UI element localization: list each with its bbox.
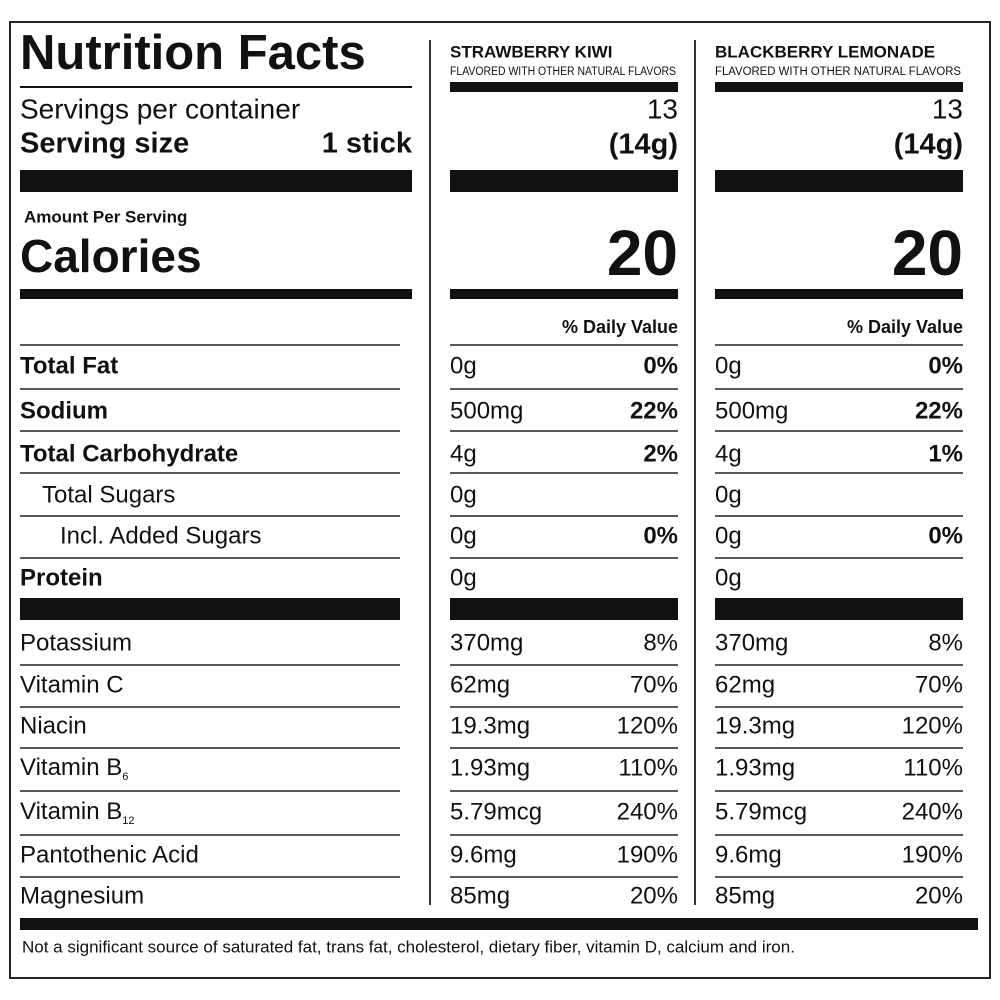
thick-bar xyxy=(715,598,963,620)
daily-value: 22% xyxy=(630,397,678,424)
serving-size: (14g) xyxy=(609,129,678,161)
medium-bar xyxy=(20,289,412,299)
amount: 0g xyxy=(450,522,477,549)
medium-bar xyxy=(715,289,963,299)
nutrient-label: Total Sugars xyxy=(42,481,175,508)
label-text: Vitamin B xyxy=(20,798,122,825)
daily-value: 20% xyxy=(915,882,963,909)
daily-value: 190% xyxy=(902,841,963,868)
daily-value: 0% xyxy=(643,522,678,549)
nutrient-label: Magnesium xyxy=(20,882,144,909)
product-subtitle: FLAVORED WITH OTHER NATURAL FLAVORS xyxy=(450,66,676,78)
amount: 85mg xyxy=(715,882,775,909)
daily-value: 110% xyxy=(618,754,678,781)
calories: 20 xyxy=(892,217,963,289)
thick-bar xyxy=(715,170,963,192)
product-name: BLACKBERRY LEMONADE xyxy=(715,42,935,61)
thick-bar xyxy=(20,918,978,930)
nutrient-label: Sodium xyxy=(20,397,108,424)
amount: 1.93mg xyxy=(450,754,530,781)
serving-size: (14g) xyxy=(894,129,963,161)
amount-per-serving: Amount Per Serving xyxy=(24,207,187,226)
medium-bar xyxy=(450,289,678,299)
nutrient-label: Vitamin B6 xyxy=(20,754,128,783)
nutrient-label: Protein xyxy=(20,564,103,591)
amount: 0g xyxy=(715,522,742,549)
nutrient-label: Niacin xyxy=(20,712,87,739)
amount: 9.6mg xyxy=(450,841,517,868)
daily-value-header: % Daily Value xyxy=(847,317,963,337)
daily-value: 240% xyxy=(902,798,963,825)
daily-value: 1% xyxy=(928,440,963,467)
amount: 62mg xyxy=(450,671,510,698)
servings-label: Servings per container xyxy=(20,93,300,124)
calories-label: Calories xyxy=(20,230,202,282)
daily-value: 8% xyxy=(928,629,963,656)
nutrient-label: Incl. Added Sugars xyxy=(60,522,261,549)
daily-value: 0% xyxy=(643,352,678,379)
serving-size-label: Serving size xyxy=(20,128,189,160)
thick-bar xyxy=(450,598,678,620)
daily-value: 0% xyxy=(928,352,963,379)
product-name: STRAWBERRY KIWI xyxy=(450,42,612,61)
amount: 1.93mg xyxy=(715,754,795,781)
amount: 5.79mcg xyxy=(450,798,542,825)
amount: 500mg xyxy=(450,397,523,424)
daily-value: 110% xyxy=(903,754,963,781)
amount: 0g xyxy=(715,352,742,379)
subscript: 6 xyxy=(122,771,128,783)
label-text: Vitamin B xyxy=(20,754,122,781)
daily-value: 8% xyxy=(643,629,678,656)
daily-value: 120% xyxy=(617,712,678,739)
calories: 20 xyxy=(607,217,678,289)
nutrient-label: Total Fat xyxy=(20,352,118,379)
amount: 4g xyxy=(450,440,477,467)
amount: 0g xyxy=(450,481,477,508)
daily-value: 0% xyxy=(928,522,963,549)
daily-value: 70% xyxy=(630,671,678,698)
amount: 370mg xyxy=(450,629,523,656)
servings: 13 xyxy=(932,93,963,124)
amount: 9.6mg xyxy=(715,841,782,868)
title: Nutrition Facts xyxy=(20,26,366,80)
daily-value: 2% xyxy=(643,440,678,467)
nutrient-label: Vitamin B12 xyxy=(20,798,135,827)
thick-bar xyxy=(20,170,412,192)
thick-bar xyxy=(450,170,678,192)
daily-value: 190% xyxy=(617,841,678,868)
daily-value-header: % Daily Value xyxy=(562,317,678,337)
serving-size-value: 1 stick xyxy=(322,128,413,160)
footnote: Not a significant source of saturated fa… xyxy=(22,937,795,956)
amount: 5.79mcg xyxy=(715,798,807,825)
amount: 0g xyxy=(450,564,477,591)
daily-value: 240% xyxy=(617,798,678,825)
bar xyxy=(450,82,678,92)
amount: 85mg xyxy=(450,882,510,909)
bar xyxy=(715,82,963,92)
thick-bar xyxy=(20,598,400,620)
amount: 0g xyxy=(450,352,477,379)
amount: 370mg xyxy=(715,629,788,656)
nutrient-label: Total Carbohydrate xyxy=(20,440,238,467)
subscript: 12 xyxy=(122,815,134,827)
daily-value: 120% xyxy=(902,712,963,739)
amount: 0g xyxy=(715,481,742,508)
nutrient-label: Vitamin C xyxy=(20,671,124,698)
daily-value: 70% xyxy=(915,671,963,698)
amount: 0g xyxy=(715,564,742,591)
amount: 19.3mg xyxy=(715,712,795,739)
product-subtitle: FLAVORED WITH OTHER NATURAL FLAVORS xyxy=(715,66,961,78)
amount: 500mg xyxy=(715,397,788,424)
nutrient-label: Potassium xyxy=(20,629,132,656)
daily-value: 20% xyxy=(630,882,678,909)
amount: 62mg xyxy=(715,671,775,698)
servings: 13 xyxy=(647,93,678,124)
amount: 19.3mg xyxy=(450,712,530,739)
daily-value: 22% xyxy=(915,397,963,424)
nutrient-label: Pantothenic Acid xyxy=(20,841,199,868)
amount: 4g xyxy=(715,440,742,467)
